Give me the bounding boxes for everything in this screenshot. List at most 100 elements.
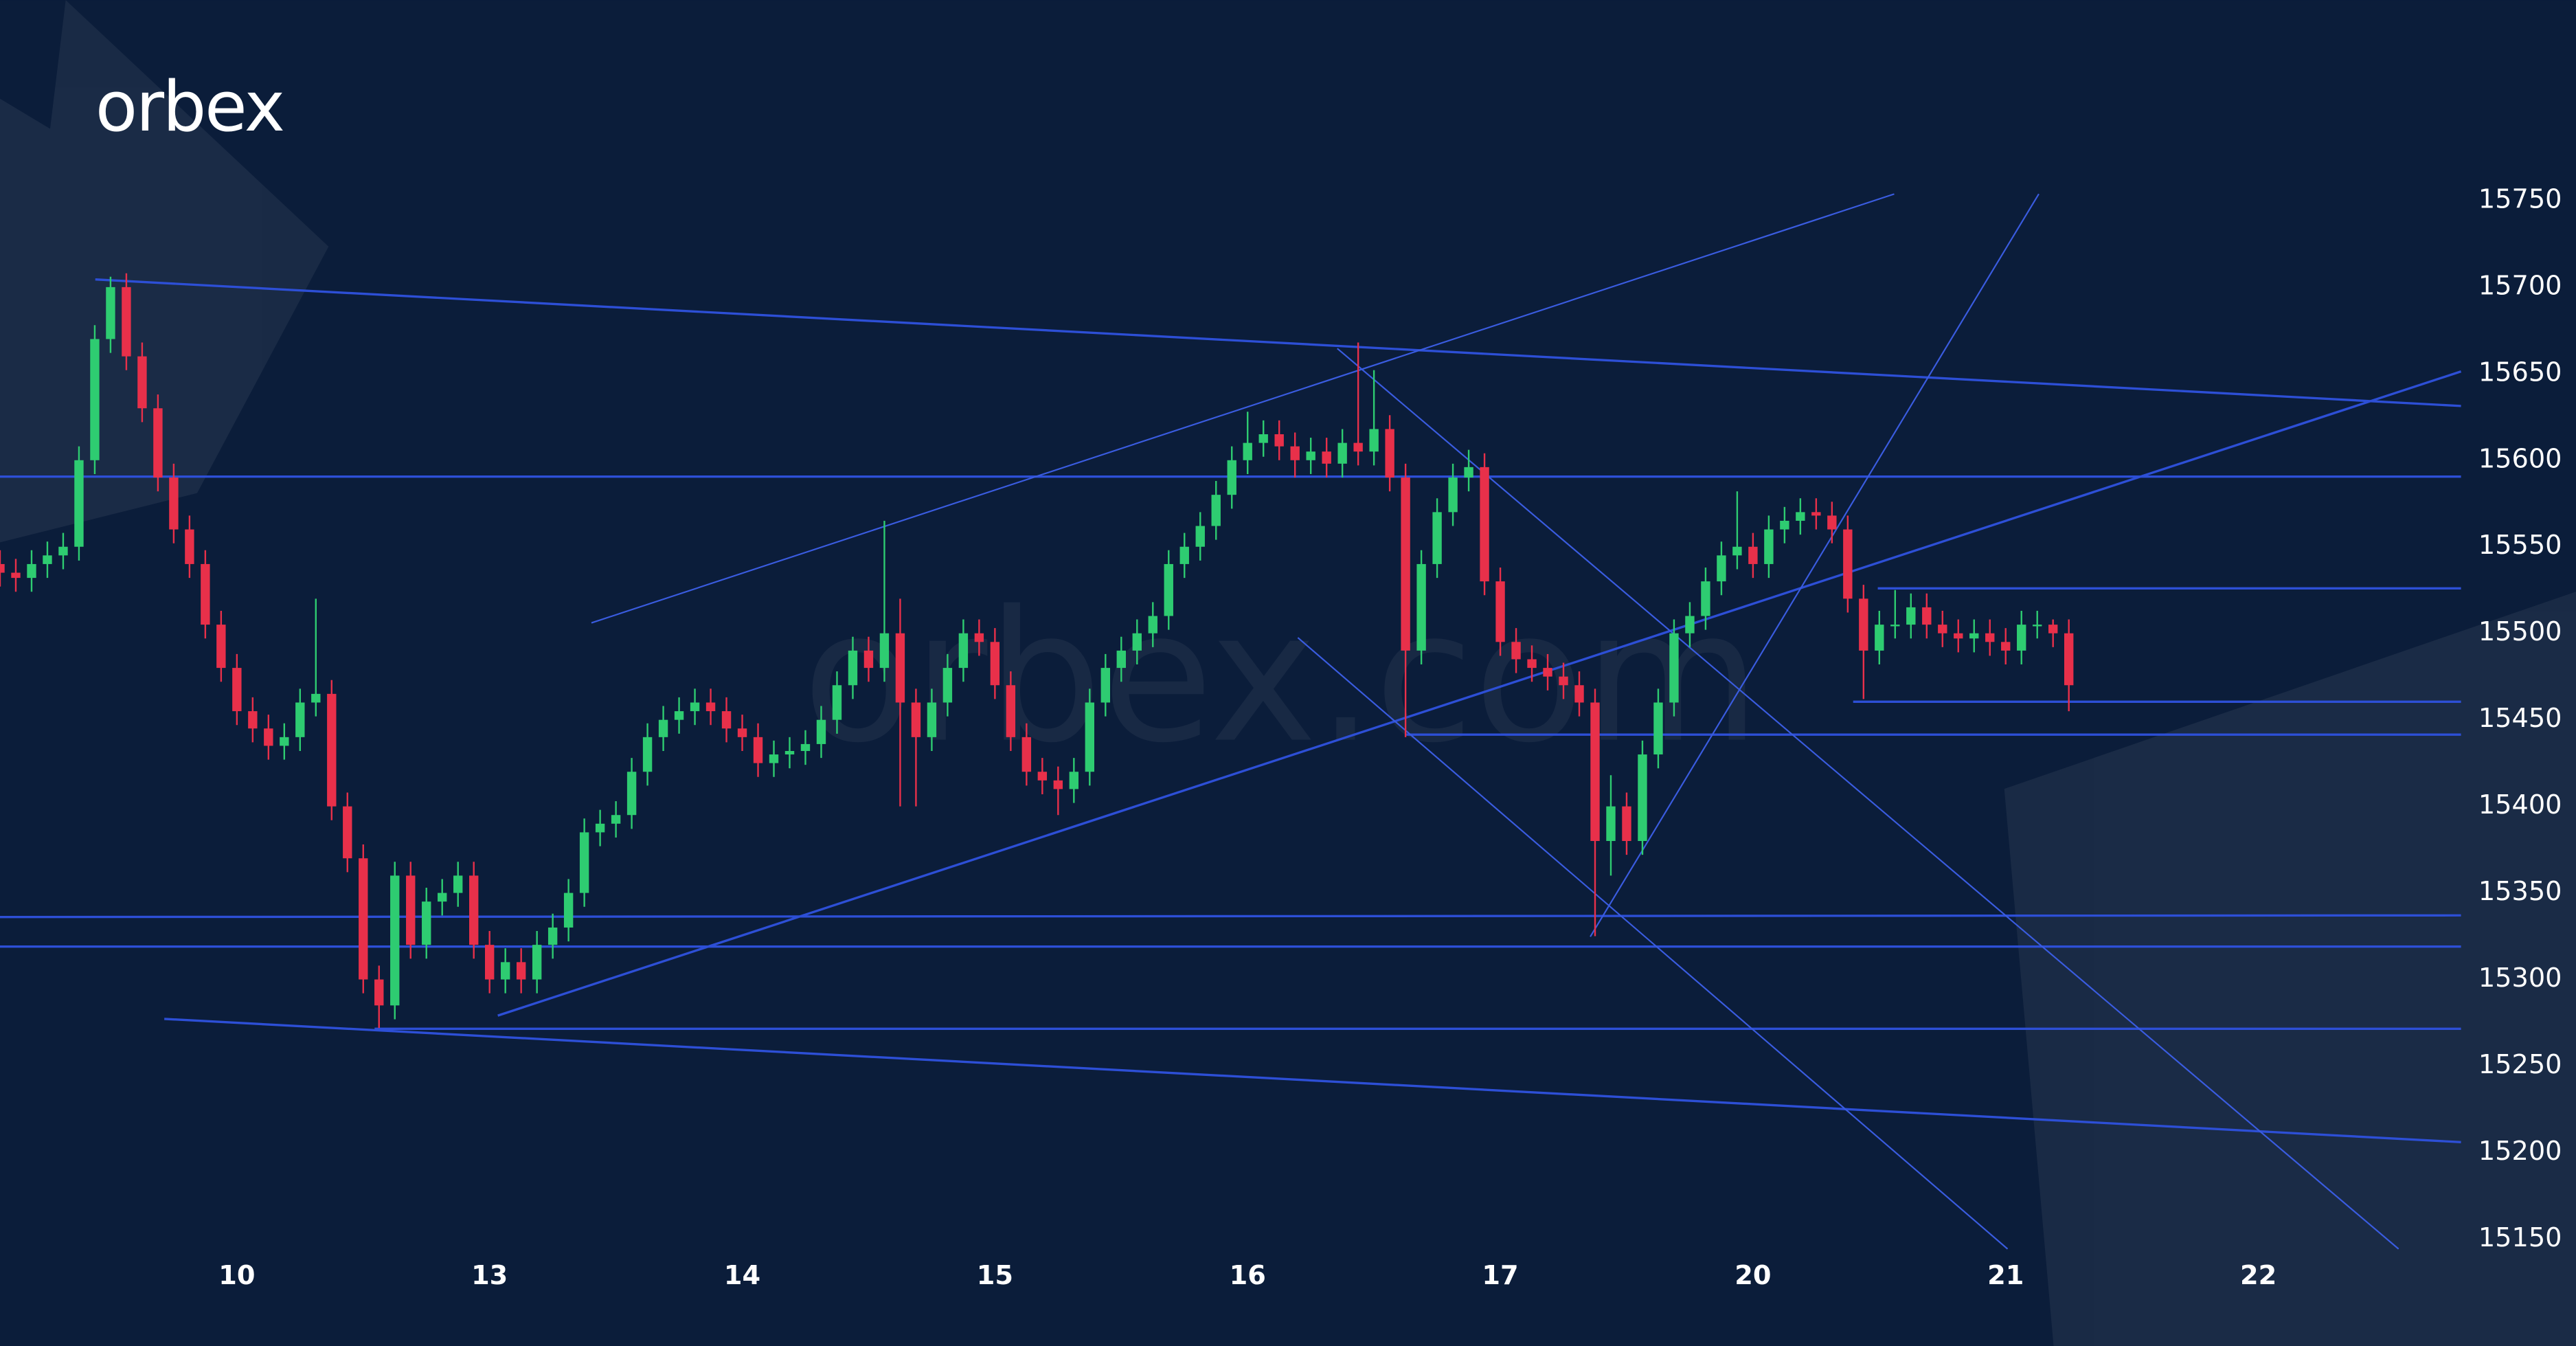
candle-body bbox=[422, 901, 431, 945]
candle-body bbox=[43, 555, 52, 564]
candle-body bbox=[1037, 772, 1048, 781]
candle-body bbox=[1369, 429, 1379, 452]
trend-line bbox=[1337, 348, 2399, 1250]
candle-body bbox=[1748, 546, 1758, 564]
decor-shape bbox=[2103, 690, 2576, 1346]
candle-body bbox=[705, 702, 716, 712]
candle-body bbox=[1100, 668, 1110, 703]
candle-body bbox=[1574, 685, 1584, 703]
trend-line bbox=[1297, 637, 2009, 1250]
candle-body bbox=[1780, 520, 1789, 530]
trend-line bbox=[591, 193, 1895, 624]
candle-body bbox=[1590, 702, 1600, 841]
candle-body bbox=[1701, 581, 1710, 616]
candle-body bbox=[2001, 642, 2011, 651]
candle-body bbox=[611, 815, 621, 824]
candle-body bbox=[311, 693, 321, 703]
candle-body bbox=[737, 728, 747, 737]
candle-body bbox=[1559, 676, 1568, 686]
watermark: orbex.com bbox=[802, 573, 1760, 783]
candle-body bbox=[438, 893, 447, 902]
candle-body bbox=[1653, 702, 1663, 755]
candle-body bbox=[1432, 512, 1442, 564]
x-tick-label: 14 bbox=[724, 1260, 760, 1291]
y-tick-label: 15450 bbox=[2478, 703, 2562, 734]
candle-body bbox=[800, 743, 811, 752]
candle-body bbox=[579, 832, 589, 893]
candle-body bbox=[406, 875, 416, 945]
candle-body bbox=[1416, 563, 1426, 651]
candle-body bbox=[1875, 625, 1884, 651]
candle-body bbox=[1495, 581, 1505, 642]
candle-body bbox=[1448, 477, 1458, 513]
x-tick-label: 13 bbox=[471, 1260, 508, 1291]
y-tick-label: 15300 bbox=[2478, 963, 2562, 994]
x-tick-label: 22 bbox=[2240, 1260, 2276, 1291]
candle-body bbox=[547, 927, 558, 945]
candle-body bbox=[1843, 529, 1853, 599]
candle-body bbox=[942, 668, 953, 703]
candle-body bbox=[216, 625, 226, 669]
candle-body bbox=[1401, 477, 1410, 651]
candle-body bbox=[484, 945, 495, 980]
candle-body bbox=[1527, 659, 1537, 669]
candle-body bbox=[1006, 685, 1016, 737]
candle-body bbox=[1053, 780, 1063, 789]
candle-body bbox=[2064, 633, 2074, 686]
y-tick-label: 15350 bbox=[2478, 876, 2562, 907]
candle-body bbox=[2033, 625, 2042, 627]
x-tick-label: 16 bbox=[1230, 1260, 1266, 1291]
candle-body bbox=[1322, 451, 1331, 464]
candle-body bbox=[1511, 642, 1521, 660]
candle-body bbox=[721, 711, 732, 729]
y-tick-label: 15150 bbox=[2478, 1222, 2562, 1253]
candle-body bbox=[1543, 668, 1552, 677]
candle-body bbox=[1258, 434, 1268, 443]
candle-body bbox=[927, 702, 937, 737]
candle-body bbox=[911, 702, 921, 737]
candle-body bbox=[1764, 529, 1774, 564]
candle-body bbox=[1227, 460, 1236, 495]
y-tick-label: 15700 bbox=[2478, 270, 2562, 301]
candle-body bbox=[1290, 446, 1300, 460]
y-tick-label: 15200 bbox=[2478, 1136, 2562, 1167]
candle-body bbox=[879, 633, 890, 669]
candle-body bbox=[658, 719, 668, 737]
candle-body bbox=[153, 408, 163, 478]
candle-body bbox=[169, 477, 179, 530]
candle-body bbox=[626, 772, 637, 816]
candle-body bbox=[185, 529, 194, 564]
candle-body bbox=[1890, 625, 1900, 627]
y-tick-label: 15550 bbox=[2478, 530, 2562, 561]
candle-body bbox=[1353, 442, 1363, 452]
candle-body bbox=[895, 633, 905, 703]
candle-body bbox=[816, 719, 826, 744]
candle-body bbox=[674, 711, 684, 720]
candle-body bbox=[1969, 633, 1979, 639]
candle-body bbox=[137, 356, 147, 409]
candle-body bbox=[295, 702, 305, 737]
candle-body bbox=[769, 754, 779, 763]
candle-body bbox=[1796, 512, 1805, 521]
y-tick-label: 15600 bbox=[2478, 443, 2562, 474]
x-tick-label: 17 bbox=[1482, 1260, 1518, 1291]
candle-body bbox=[453, 875, 463, 893]
candle-body bbox=[595, 823, 605, 833]
decor-shape bbox=[2004, 592, 2576, 1346]
candle-body bbox=[1638, 754, 1647, 841]
candle-body bbox=[1306, 451, 1315, 460]
candle-body bbox=[1811, 512, 1821, 516]
candle-body bbox=[1464, 467, 1473, 478]
candle-body bbox=[27, 563, 36, 579]
candle-body bbox=[232, 668, 242, 712]
candle-body bbox=[1480, 467, 1489, 582]
logo: orbex bbox=[95, 67, 284, 147]
y-tick-label: 15750 bbox=[2478, 183, 2562, 214]
candle-body bbox=[122, 287, 131, 357]
candle-body bbox=[11, 572, 21, 579]
candle-body bbox=[1195, 526, 1205, 547]
trend-line bbox=[497, 370, 2462, 1017]
candle-body bbox=[1085, 702, 1095, 772]
